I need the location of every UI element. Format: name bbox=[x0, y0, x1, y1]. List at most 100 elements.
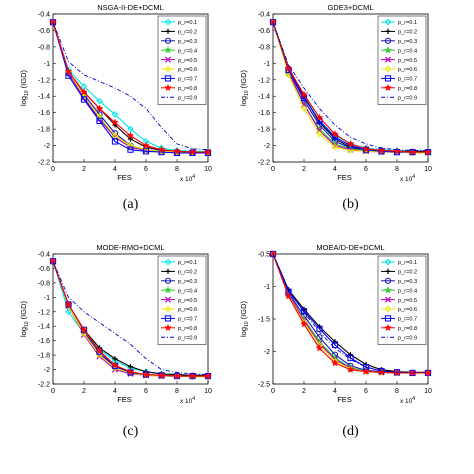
data-point bbox=[284, 64, 293, 72]
chart-title: NSGA-II-DE+DCML bbox=[97, 3, 163, 12]
legend-marker bbox=[384, 286, 392, 294]
x-tick-label: 8 bbox=[395, 388, 399, 395]
y-axis-label: log10 (IGD) bbox=[239, 70, 250, 106]
chart-panel-2: GDE3+DCML -0.4 -0.6 -0.8 -1 -1.2 -1.4 -1.6 -1.8 -… bbox=[239, 3, 432, 212]
data-point bbox=[80, 87, 88, 96]
legend-marker bbox=[164, 37, 172, 44]
x-tick-label: 6 bbox=[144, 388, 148, 395]
data-point bbox=[315, 113, 324, 121]
y-tick-label: -1.8 bbox=[258, 127, 270, 134]
data-point bbox=[142, 141, 150, 149]
legend-marker bbox=[164, 18, 172, 26]
data-point bbox=[188, 147, 197, 156]
x-tick-label: 4 bbox=[113, 166, 117, 173]
y-tick-label: -1 bbox=[264, 61, 270, 68]
data-point bbox=[64, 300, 73, 308]
data-point bbox=[96, 117, 103, 124]
y-tick-label: -1.2 bbox=[38, 309, 50, 316]
y-tick-label: -1.5 bbox=[258, 317, 270, 324]
data-point bbox=[80, 96, 88, 103]
y-tick-label: -0.4 bbox=[258, 12, 270, 19]
legend-marker bbox=[164, 56, 172, 63]
legend-marker bbox=[384, 258, 392, 266]
series-line bbox=[52, 22, 209, 151]
y-axis-label: log10 (IGD) bbox=[239, 301, 250, 337]
legend-marker bbox=[384, 83, 392, 92]
legend-label: p_r=0.2 bbox=[178, 30, 197, 36]
legend-label: p_r=0.5 bbox=[178, 58, 197, 64]
legend-label: p_r=0.8 bbox=[398, 86, 417, 92]
data-point bbox=[112, 356, 118, 362]
x-tick-label: 2 bbox=[302, 388, 306, 395]
data-point bbox=[127, 142, 134, 149]
data-point bbox=[362, 144, 370, 153]
legend-marker bbox=[384, 56, 392, 63]
legend-marker bbox=[384, 65, 392, 73]
y-axis-label: log10 (IGD) bbox=[19, 70, 30, 106]
legend-label: p_r=0.7 bbox=[398, 317, 417, 323]
data-point bbox=[331, 129, 339, 138]
data-point bbox=[65, 302, 72, 310]
legend-label: p_r=0.6 bbox=[398, 307, 417, 313]
data-point bbox=[65, 308, 72, 316]
data-point bbox=[300, 308, 308, 315]
y-tick-label: -2.2 bbox=[38, 382, 50, 389]
data-point bbox=[111, 118, 119, 126]
data-point bbox=[315, 344, 324, 352]
legend-label: p_r=0.8 bbox=[178, 326, 197, 332]
data-point bbox=[111, 111, 119, 118]
legend-label: p_r=0.4 bbox=[398, 48, 417, 54]
series-p_r=0.8 bbox=[49, 18, 212, 156]
data-point bbox=[316, 130, 323, 138]
data-point bbox=[346, 365, 355, 374]
y-tick-label: -1 bbox=[44, 61, 50, 68]
y-tick-label: -1 bbox=[264, 284, 270, 291]
series-line bbox=[52, 22, 208, 152]
legend-label: p_r=0.1 bbox=[398, 260, 417, 266]
legend-label: p_r=0.5 bbox=[398, 58, 417, 64]
x-tick-label: 10 bbox=[204, 388, 212, 395]
x-axis-label: FES bbox=[117, 395, 132, 404]
legend-marker bbox=[164, 277, 172, 284]
legend-label: p_r=0.4 bbox=[398, 288, 417, 294]
data-point bbox=[204, 371, 212, 380]
data-point bbox=[269, 18, 277, 26]
y-tick-label: -1.4 bbox=[38, 94, 50, 101]
legend-label: p_r=0.2 bbox=[398, 270, 417, 276]
y-tick-label: -2 bbox=[264, 143, 270, 150]
y-tick-label: -1.2 bbox=[38, 77, 50, 84]
legend: p_r=0.1 p_r=0.2 p_r=0.3 p_r=0.4 p_r=0.5 p_r=0… bbox=[157, 255, 207, 345]
y-tick-label: -0.4 bbox=[38, 252, 50, 259]
series-p_r=0.9 bbox=[52, 261, 209, 376]
data-point bbox=[269, 249, 277, 258]
data-point bbox=[173, 147, 181, 155]
legend: p_r=0.1 p_r=0.2 p_r=0.3 p_r=0.4 p_r=0.5 p_r=0… bbox=[157, 15, 207, 105]
data-point bbox=[111, 138, 119, 145]
chart-title: MODE-RMO+DCML bbox=[96, 243, 164, 252]
x-tick-label: 4 bbox=[113, 388, 117, 395]
y-tick-label: -0.6 bbox=[38, 266, 50, 273]
data-point bbox=[111, 132, 119, 139]
legend-marker bbox=[384, 46, 392, 54]
data-point bbox=[284, 292, 293, 300]
legend-marker bbox=[385, 268, 391, 274]
data-point bbox=[331, 143, 339, 151]
x-multiplier-label: x 104 bbox=[180, 174, 195, 183]
legend-label: p_r=0.8 bbox=[178, 86, 197, 92]
data-point bbox=[300, 101, 308, 108]
series-p_r=0.9 bbox=[272, 253, 428, 373]
data-point bbox=[300, 320, 308, 328]
legend-label: p_r=0.1 bbox=[178, 260, 197, 266]
y-tick-label: -1 bbox=[44, 295, 50, 302]
legend-label: p_r=0.9 bbox=[178, 335, 197, 341]
data-point bbox=[142, 148, 150, 155]
legend-label: p_r=0.3 bbox=[398, 279, 417, 285]
y-tick-label: -1.8 bbox=[38, 127, 50, 134]
data-point bbox=[424, 147, 432, 156]
legend-marker bbox=[164, 315, 172, 322]
data-point bbox=[96, 97, 103, 105]
x-multiplier-label: x 104 bbox=[400, 396, 415, 405]
panel-caption: (c) bbox=[123, 424, 139, 439]
y-tick-label: -0.4 bbox=[38, 12, 50, 19]
legend-marker bbox=[385, 28, 391, 34]
